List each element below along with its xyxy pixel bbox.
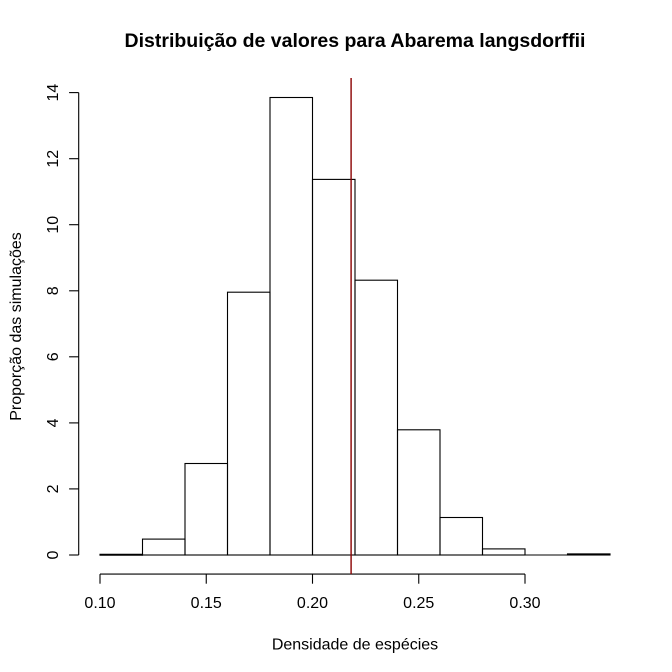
svg-text:Distribuição de valores para A: Distribuição de valores para Abarema lan… (125, 30, 586, 52)
svg-text:0: 0 (45, 550, 62, 559)
svg-text:14: 14 (45, 84, 62, 102)
svg-text:2: 2 (45, 484, 62, 493)
svg-text:0.30: 0.30 (509, 595, 540, 612)
svg-text:4: 4 (45, 418, 62, 427)
svg-text:0.15: 0.15 (191, 595, 222, 612)
svg-text:12: 12 (45, 150, 62, 168)
svg-text:6: 6 (45, 352, 62, 361)
svg-text:0.20: 0.20 (297, 595, 328, 612)
svg-text:0.25: 0.25 (403, 595, 434, 612)
svg-text:Densidade de espécies: Densidade de espécies (272, 637, 438, 654)
svg-text:Proporção das simulações: Proporção das simulações (8, 232, 25, 421)
svg-text:8: 8 (45, 286, 62, 295)
svg-text:0.10: 0.10 (84, 595, 115, 612)
svg-text:10: 10 (45, 216, 62, 234)
